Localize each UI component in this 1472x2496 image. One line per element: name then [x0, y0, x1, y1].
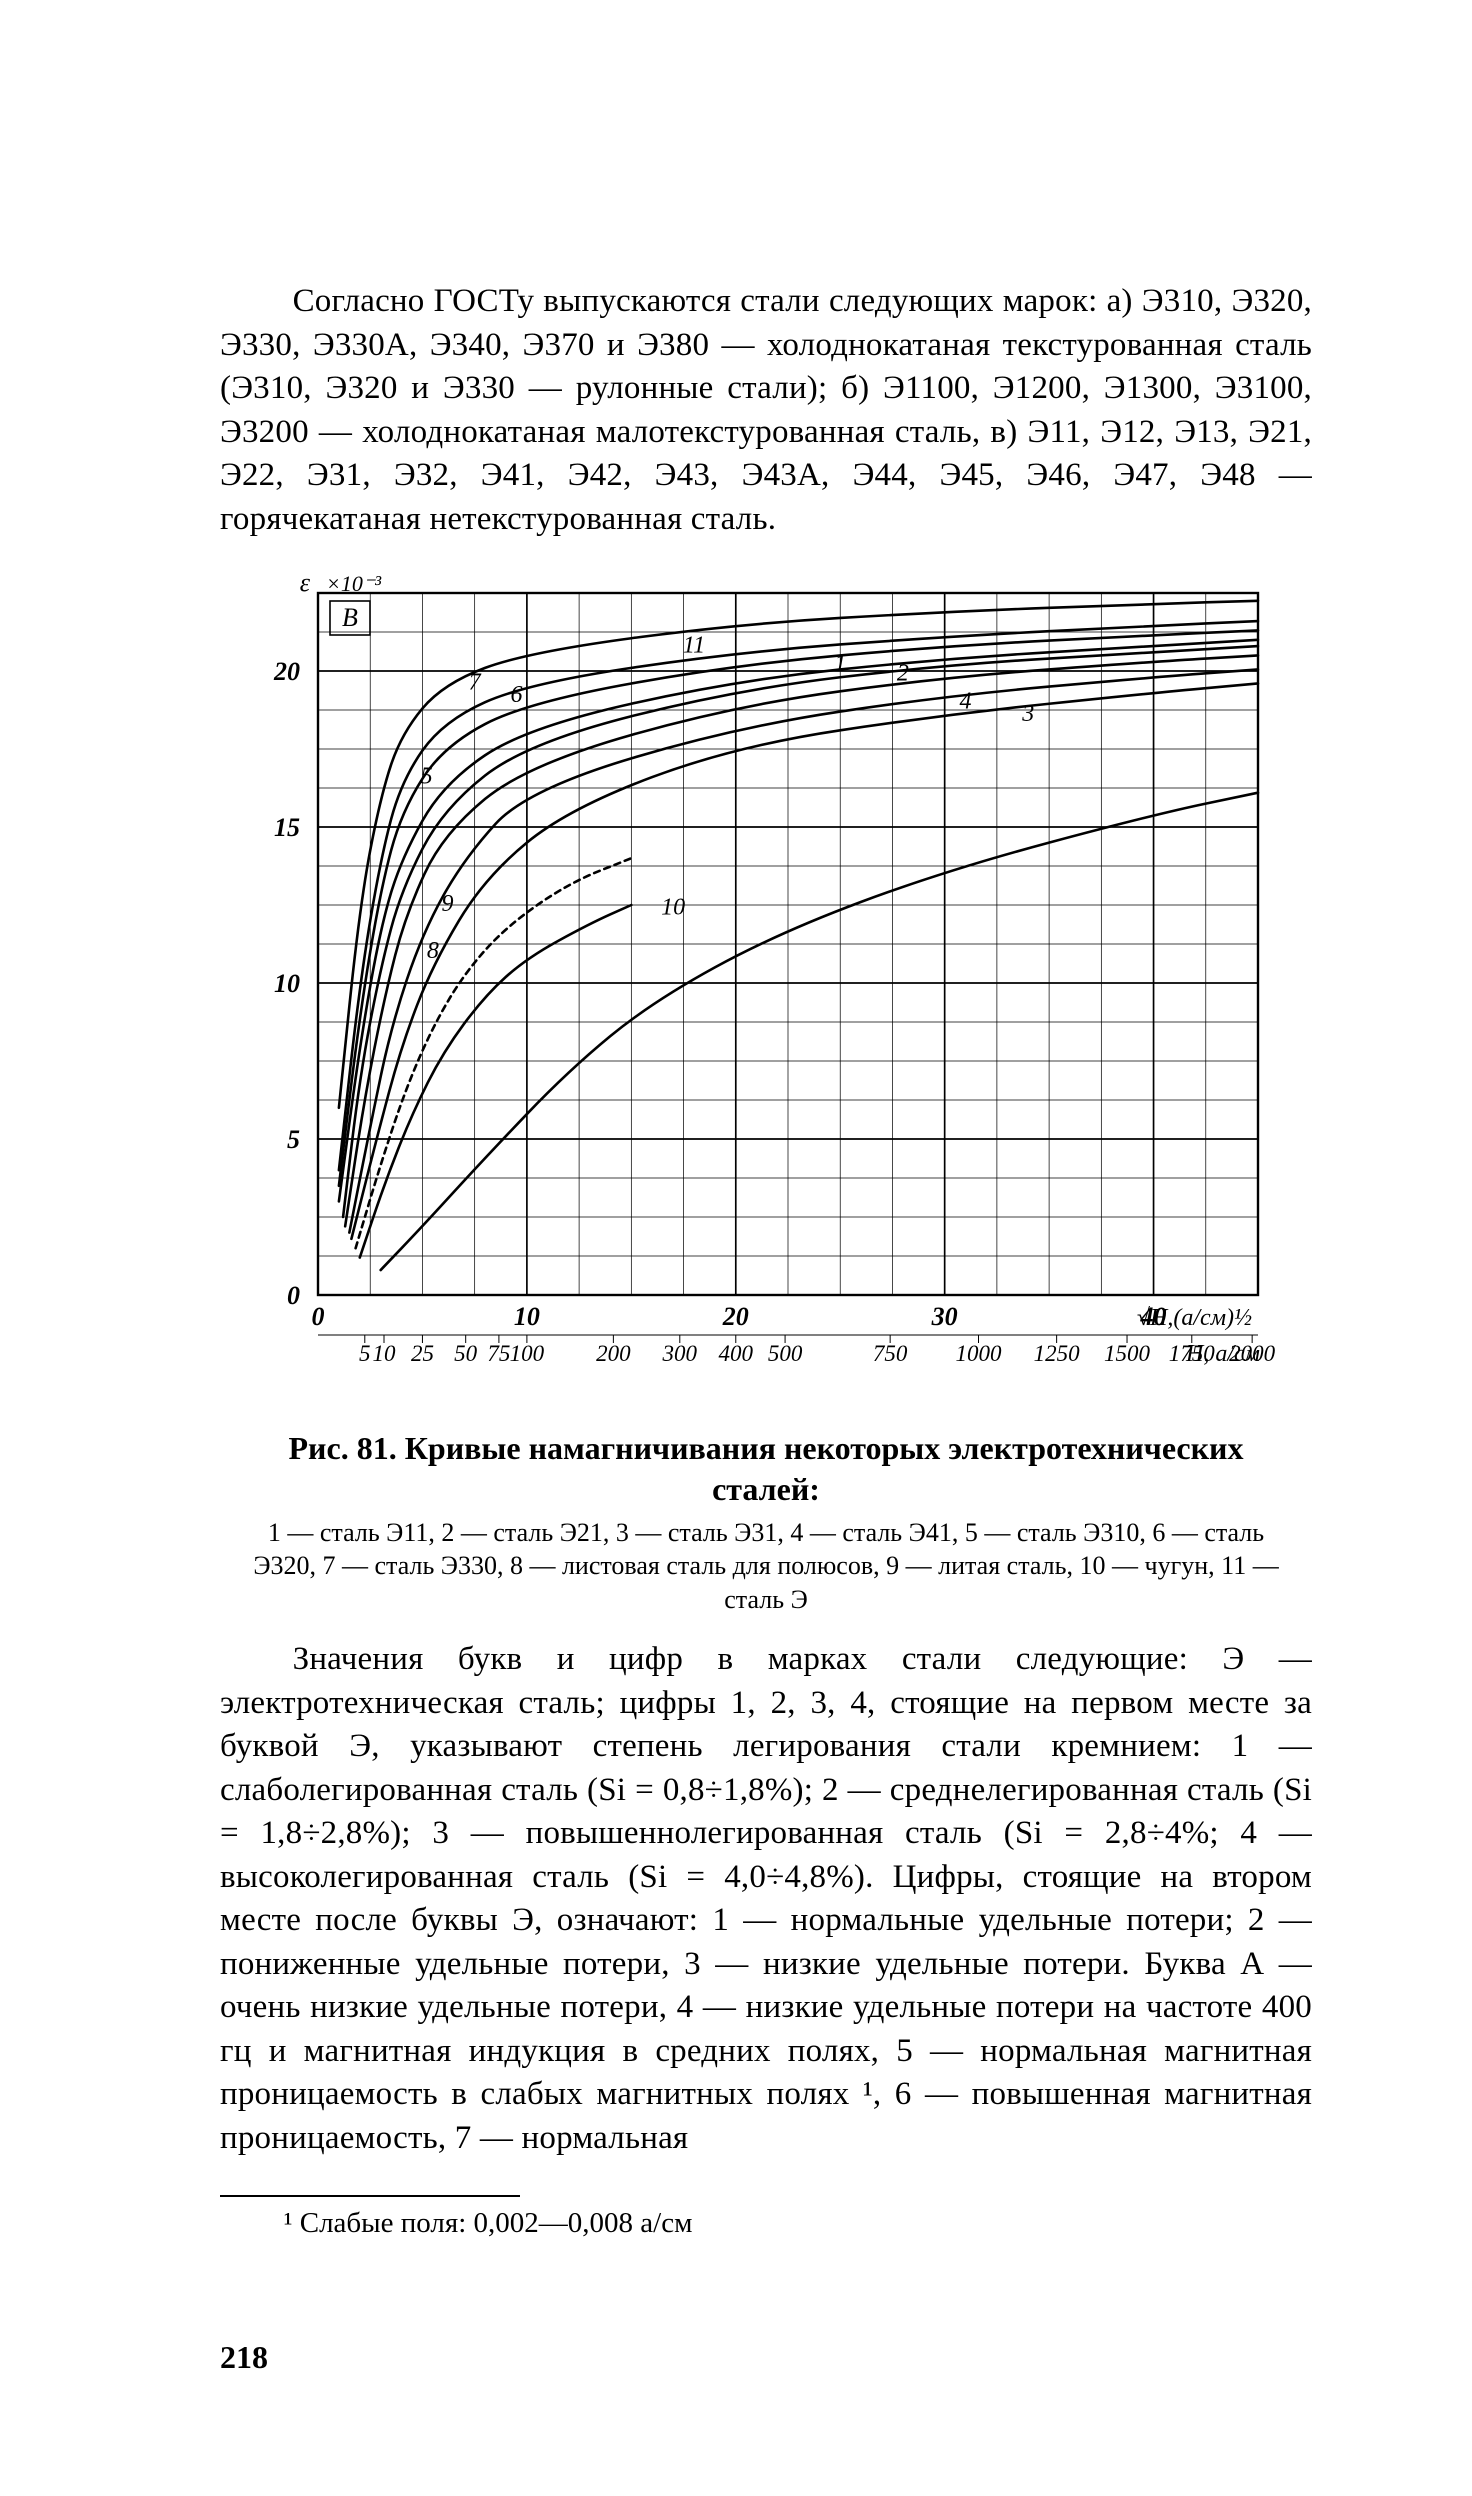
magnetization-chart: 05101520ε×10⁻³B010203040√H,(а/см)½510255… [208, 565, 1288, 1405]
svg-text:25: 25 [411, 1341, 434, 1366]
svg-text:1250: 1250 [1034, 1341, 1081, 1366]
figure-81: 05101520ε×10⁻³B010203040√H,(а/см)½510255… [208, 565, 1312, 1410]
svg-text:5: 5 [287, 1125, 300, 1154]
svg-text:B: B [342, 603, 358, 632]
svg-text:5: 5 [359, 1341, 371, 1366]
svg-text:400: 400 [719, 1341, 754, 1366]
page-number: 218 [220, 2339, 268, 2376]
svg-text:6: 6 [510, 682, 522, 708]
svg-text:30: 30 [931, 1302, 958, 1331]
svg-text:0: 0 [287, 1281, 300, 1310]
svg-text:200: 200 [596, 1341, 631, 1366]
svg-text:7: 7 [469, 670, 482, 696]
svg-text:9: 9 [442, 892, 454, 918]
svg-text:×10⁻³: ×10⁻³ [326, 571, 381, 596]
svg-text:750: 750 [873, 1341, 908, 1366]
svg-text:1000: 1000 [956, 1341, 1003, 1366]
svg-text:2: 2 [897, 661, 909, 687]
svg-text:15: 15 [274, 813, 300, 842]
svg-text:1: 1 [834, 651, 846, 677]
svg-text:50: 50 [454, 1341, 478, 1366]
svg-text:10: 10 [514, 1302, 540, 1331]
svg-text:0: 0 [312, 1302, 325, 1331]
svg-text:√H,(а/см)½: √H,(а/см)½ [1137, 1305, 1252, 1331]
footnote-1: ¹ Слабые поля: 0,002—0,008 а/см [220, 2207, 1312, 2240]
svg-text:8: 8 [427, 938, 439, 964]
svg-text:10: 10 [274, 969, 300, 998]
svg-text:75: 75 [487, 1341, 510, 1366]
svg-text:H, а/см: H, а/см [1185, 1341, 1260, 1367]
footnote-rule [220, 2195, 520, 2197]
svg-text:4: 4 [960, 689, 972, 715]
figure-legend: 1 — сталь Э11, 2 — сталь Э21, 3 — сталь … [250, 1516, 1282, 1616]
svg-text:20: 20 [722, 1302, 749, 1331]
svg-text:300: 300 [662, 1341, 698, 1366]
svg-text:ε: ε [300, 568, 311, 597]
svg-text:10: 10 [373, 1341, 397, 1366]
figure-caption: Рис. 81. Кривые намагничивания некоторых… [260, 1428, 1272, 1510]
svg-text:500: 500 [768, 1341, 803, 1366]
paragraph-2: Значения букв и цифр в марках стали след… [220, 1638, 1312, 2161]
svg-text:11: 11 [683, 633, 705, 659]
paragraph-1: Согласно ГОСТу выпускаются стали следующ… [220, 280, 1312, 541]
svg-text:20: 20 [273, 657, 300, 686]
svg-text:1500: 1500 [1104, 1341, 1151, 1366]
svg-text:100: 100 [510, 1341, 545, 1366]
svg-text:5: 5 [421, 764, 433, 790]
svg-text:3: 3 [1021, 701, 1034, 727]
svg-text:10: 10 [661, 895, 685, 921]
